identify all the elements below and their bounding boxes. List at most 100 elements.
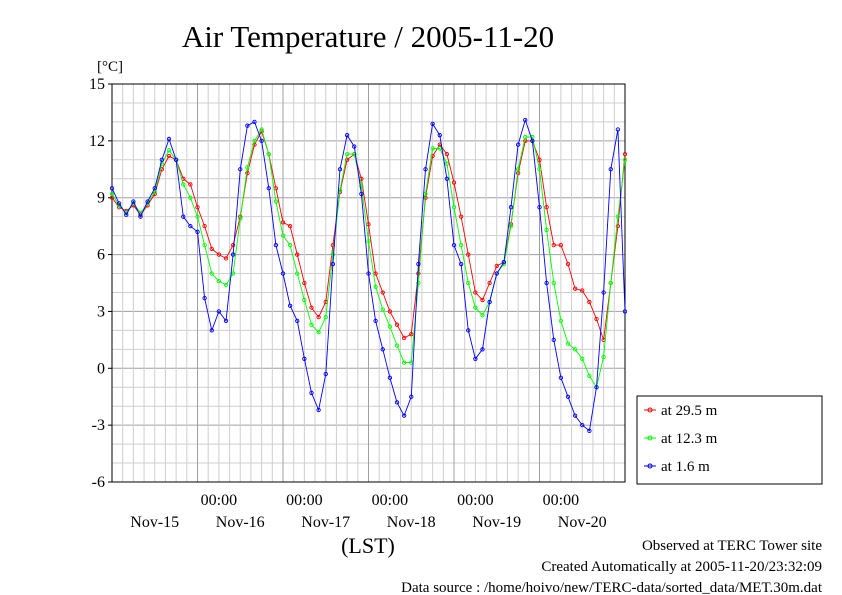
x-tick-time: 00:00 [286,492,322,509]
x-tick-date: Nov-16 [216,514,265,531]
data-point [323,314,328,320]
data-point [537,167,542,172]
data-point [466,280,471,286]
data-point [188,182,193,187]
data-point [551,337,556,343]
data-point [245,170,250,176]
footer-site: Observed at TERC Tower site [642,538,822,554]
data-point [501,260,507,265]
data-point [188,195,193,200]
data-point [473,305,478,310]
data-point [580,422,585,428]
data-point [109,186,115,191]
data-point [181,214,186,219]
footer-source: Data source : /home/hoivo/new/TERC-data/… [401,580,823,595]
data-point [216,309,222,314]
data-point [451,242,457,248]
data-point [615,214,621,219]
data-point [352,151,357,157]
data-point [273,242,279,248]
legend-label: at 12.3 m [661,431,718,447]
data-point [515,167,521,172]
data-point [295,252,300,257]
legend-marker [647,435,653,441]
data-point [594,385,599,390]
data-point [209,271,214,276]
data-point [188,223,193,229]
data-point [622,151,628,157]
data-point [487,280,492,286]
series-line [111,128,626,389]
data-point [451,180,457,185]
data-point [401,335,407,341]
data-point [380,290,385,295]
data-point [523,134,528,140]
data-point [323,371,328,377]
data-point [202,296,207,301]
data-point [152,186,157,191]
data-point [587,373,592,379]
data-point [444,161,450,166]
data-point [551,280,556,286]
data-point [295,271,300,276]
data-point [223,318,229,324]
data-point [330,252,336,257]
data-point [437,146,442,151]
data-point [401,360,407,365]
data-point [409,332,414,337]
data-point [394,343,400,348]
data-point [373,284,378,289]
data-point [508,223,514,229]
data-point [138,214,143,219]
data-point [565,261,571,267]
data-point [401,413,407,418]
data-point [558,318,564,324]
data-point [287,223,293,229]
x-tick-labels: Nov-15 Nov-16 00:00 Nov-17 00:00 Nov-18 00:00 N… [130,492,606,531]
data-point [316,407,321,413]
data-point [451,205,457,210]
data-point [230,242,236,248]
data-point [295,318,300,324]
data-point [387,309,393,314]
data-point [344,157,350,162]
data-point [530,138,535,144]
plot-frame [111,83,626,483]
data-point [458,214,464,219]
series-line [111,130,626,341]
x-tick-date: Nov-15 [130,514,179,531]
data-point [494,271,499,276]
data-point [216,252,222,257]
x-tick-date: Nov-17 [301,514,350,531]
data-point [124,212,129,217]
data-point [587,428,592,433]
data-point [273,199,279,204]
data-point [558,242,564,248]
data-point [480,313,485,318]
data-point [280,233,286,238]
data-point [302,356,307,361]
data-point [416,280,421,286]
data-point [480,347,485,352]
data-point [223,256,229,261]
data-point [544,227,549,233]
legend-entry: at 29.5 m [644,403,718,419]
data-point [622,157,628,162]
data-point [416,261,421,267]
data-point [565,394,571,399]
x-tick-time: 00:00 [457,492,493,509]
data-point [572,347,578,352]
data-point [601,354,606,360]
data-point [316,330,321,335]
data-point [608,167,613,172]
data-point [209,328,214,333]
data-point [131,199,136,204]
data-point [508,205,514,210]
data-point [109,191,115,197]
data-point [259,127,264,132]
data-point [580,288,585,293]
legend-label: at 1.6 m [661,459,710,475]
data-point [230,252,236,257]
series-layer [109,117,628,433]
data-point [430,121,435,126]
